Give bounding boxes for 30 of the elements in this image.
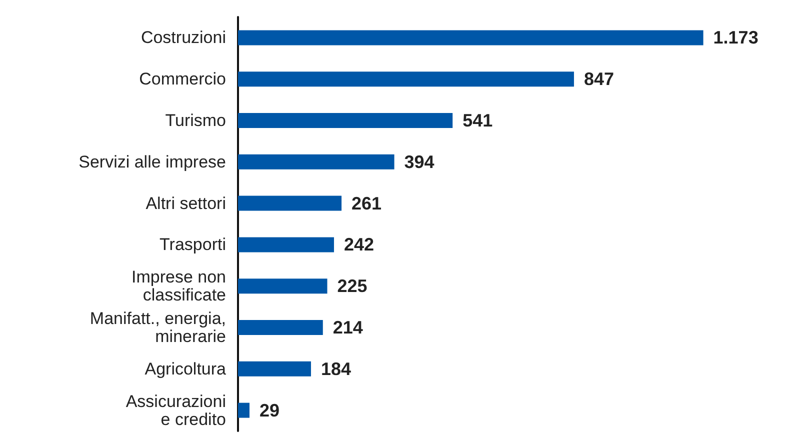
bar [238,30,704,46]
y-tick-label: Assicurazioni e credito [126,392,226,429]
data-label: 214 [332,318,363,338]
data-label: 261 [352,193,382,214]
bar [238,278,328,294]
y-tick-label: Turismo [165,111,226,130]
y-tick-label: Trasporti [160,235,226,254]
data-label: 242 [344,234,374,255]
bar [238,320,323,335]
y-tick-label: Costruzioni [140,28,226,48]
bar [238,72,574,87]
data-label: 394 [404,152,434,172]
y-tick-label: Commercio [139,70,226,89]
bar [238,361,311,376]
y-tick-label: Altri settori [146,194,226,213]
bar [238,237,334,252]
y-tick-label: Manifatt., energia, minerarie [90,309,226,346]
bar [238,113,453,128]
data-label: 225 [337,276,368,296]
bar [238,196,342,211]
bar [238,402,250,418]
bar [238,154,394,170]
y-tick-label: Agricoltura [144,359,227,378]
data-label: 29 [260,400,280,420]
data-label: 1.173 [713,28,758,48]
data-label: 847 [584,69,614,90]
y-tick-label: Imprese non classificate [132,268,226,305]
data-label: 184 [320,358,352,379]
data-label: 541 [462,110,493,130]
y-tick-label: Servizi alle imprese [78,152,226,172]
